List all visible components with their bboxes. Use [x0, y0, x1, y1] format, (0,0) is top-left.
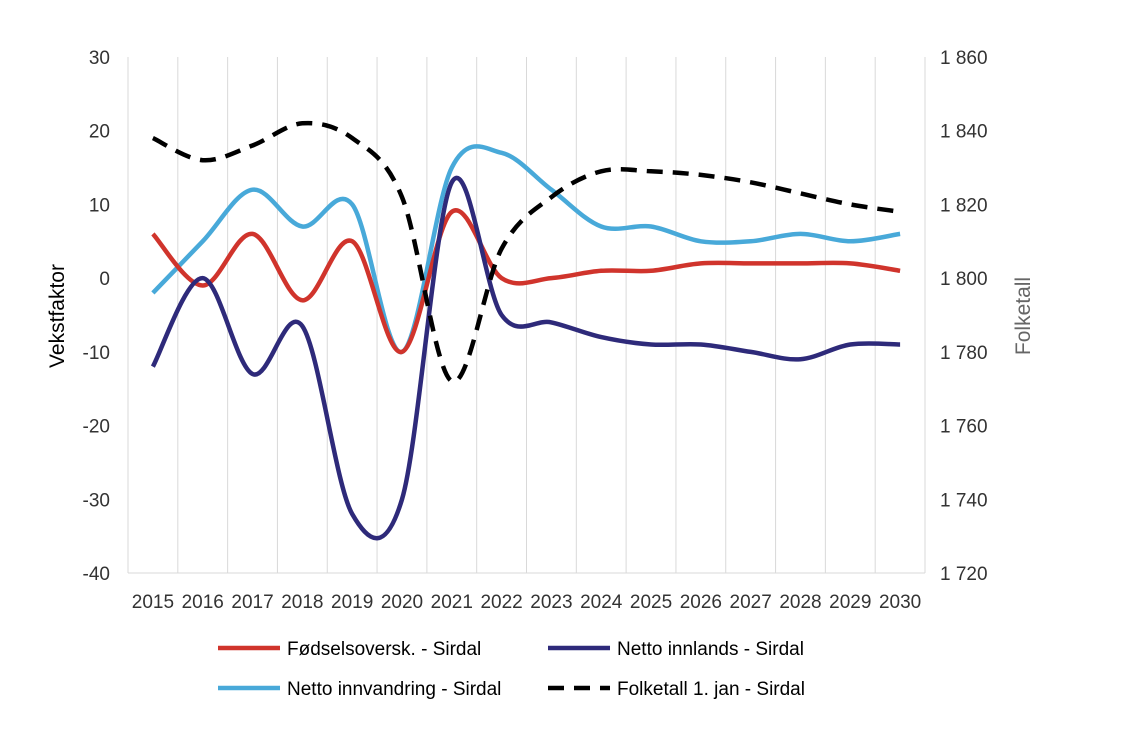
series-line-3	[151, 120, 901, 384]
y-tick-right: 1 720	[940, 564, 988, 585]
y-axis-left-label: Vekstfaktor	[46, 264, 69, 368]
y-tick-left: -20	[83, 417, 110, 438]
y-tick-right: 1 740	[940, 490, 988, 511]
x-tick: 2018	[281, 592, 323, 613]
y-tick-left: -10	[83, 343, 110, 364]
y-tick-right: 1 760	[940, 417, 988, 438]
series-line-1	[150, 176, 901, 541]
x-tick: 2020	[381, 592, 423, 613]
x-tick: 2025	[630, 592, 672, 613]
x-tick: 2021	[431, 592, 473, 613]
y-tick-left: 30	[89, 48, 110, 69]
y-axis-right-label: Folketall	[1012, 277, 1035, 355]
series-line-2	[151, 144, 901, 355]
y-tick-left: -40	[83, 564, 110, 585]
x-tick: 2028	[779, 592, 821, 613]
x-axis: 2015 2016 2017 2018 2019 2020 2021 2022 2023 2024…	[132, 592, 921, 613]
y-axis-right: 1 860 1 840 1 820 1 800 1 780 1 760 1 740 1 720	[940, 48, 988, 585]
x-tick: 2029	[829, 592, 871, 613]
y-tick-left: 0	[99, 269, 110, 290]
x-tick: 2023	[530, 592, 572, 613]
legend-label: Netto innlands - Sirdal	[617, 639, 804, 660]
y-tick-left: -30	[83, 490, 110, 511]
x-tick: 2016	[182, 592, 224, 613]
y-tick-right: 1 780	[940, 343, 988, 364]
x-tick: 2030	[879, 592, 921, 613]
legend-label: Netto innvandring - Sirdal	[287, 679, 501, 700]
legend-label: Folketall 1. jan - Sirdal	[617, 679, 805, 700]
x-tick: 2027	[730, 592, 772, 613]
series-lines	[150, 120, 901, 541]
y-tick-right: 1 800	[940, 269, 988, 290]
x-tick: 2017	[231, 592, 273, 613]
y-tick-left: 10	[89, 195, 110, 216]
legend-label: Fødselsoversk. - Sirdal	[287, 639, 481, 660]
x-tick: 2026	[680, 592, 722, 613]
y-tick-right: 1 820	[940, 195, 988, 216]
x-tick: 2022	[480, 592, 522, 613]
gridlines	[127, 57, 926, 574]
y-axis-left: 30 20 10 0 -10 -20 -30 -40	[83, 48, 110, 585]
x-tick: 2024	[580, 592, 623, 613]
x-tick: 2015	[132, 592, 174, 613]
legend: Fødselsoversk. - Sirdal Netto innlands - …	[218, 639, 805, 700]
y-tick-right: 1 860	[940, 48, 988, 69]
x-tick: 2019	[331, 592, 373, 613]
y-tick-left: 20	[89, 122, 110, 143]
y-tick-right: 1 840	[940, 122, 988, 143]
